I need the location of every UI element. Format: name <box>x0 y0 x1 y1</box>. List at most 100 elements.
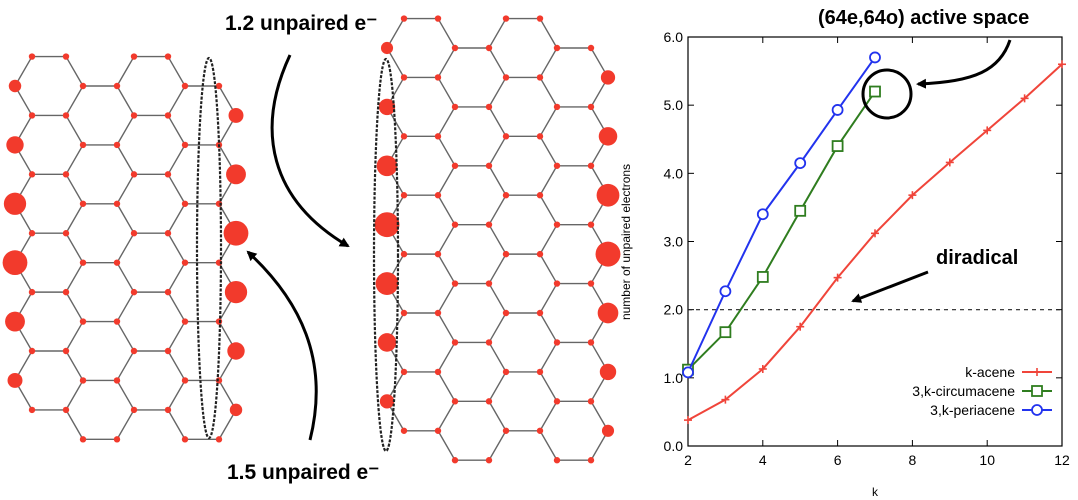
left-molecule-bond <box>65 85 84 116</box>
right-molecule-atom <box>451 457 459 464</box>
left-molecule-bond <box>167 144 186 175</box>
left-molecule-atom <box>28 347 36 355</box>
left-molecule-atom <box>181 200 189 207</box>
left-molecule-atom <box>62 112 70 119</box>
data-point <box>794 157 807 170</box>
right-molecule-atom <box>536 15 544 22</box>
legend-marker <box>1031 385 1043 397</box>
active-space-arrow <box>916 39 1012 89</box>
left-molecule-bond <box>167 85 186 116</box>
x-tick-label: 6 <box>834 452 842 468</box>
left-molecule-atom <box>228 107 244 123</box>
left-molecule-bond <box>65 262 84 293</box>
data-point <box>794 204 807 217</box>
right-molecule-atom <box>434 427 442 434</box>
right-molecule-atom <box>598 127 618 146</box>
right-molecule-atom <box>400 192 408 199</box>
right-molecule-bond <box>488 135 507 167</box>
data-point <box>719 285 732 298</box>
left-molecule-bond <box>116 350 135 381</box>
left-molecule-bond <box>65 232 84 264</box>
left-molecule-atom <box>223 220 249 246</box>
data-point <box>831 140 844 152</box>
left-molecule-bond <box>167 350 186 381</box>
right-molecule-bond <box>437 165 456 196</box>
series-3,k-circumacene <box>682 85 881 376</box>
right-molecule-atom <box>434 74 442 81</box>
legend-label: 3,k-circumacene <box>912 383 1015 399</box>
y-tick-label: 4.0 <box>664 165 684 181</box>
right-molecule-atom <box>400 250 408 258</box>
right-molecule-bond <box>437 194 456 226</box>
right-molecule-atom <box>375 272 399 295</box>
right-molecule-atom <box>400 15 408 22</box>
left-molecule-bond <box>116 232 135 264</box>
right-molecule-atom <box>451 162 459 169</box>
data-point <box>682 366 694 379</box>
left-molecule-atom <box>62 171 70 178</box>
right-molecule-bond <box>539 77 558 108</box>
data-point <box>1058 60 1066 69</box>
left-molecule-atom <box>164 347 172 355</box>
left-molecule-bond <box>65 409 84 440</box>
left-molecule-edge-ellipse <box>195 56 223 440</box>
left-molecule-bond <box>167 409 186 440</box>
right-molecule-bond <box>539 253 558 284</box>
right-molecule-atom <box>536 309 544 317</box>
left-molecule-atom <box>130 53 138 60</box>
left-molecule-bond <box>167 56 186 87</box>
left-molecule-atom <box>28 53 36 60</box>
chart: 0.0 1.0 2.0 3.0 4.0 5.0 6.0 2 4 6 8 10 12 k number o… <box>619 7 1070 499</box>
right-molecule-atom <box>601 424 615 437</box>
left-molecule-atom <box>62 406 70 414</box>
series-line <box>687 90 876 371</box>
left-molecule-atom <box>130 112 138 119</box>
right-molecule-atom <box>400 133 408 140</box>
right-molecule-bond <box>539 371 558 402</box>
right-molecule-bond <box>488 253 507 284</box>
right-molecule-atom <box>434 368 442 376</box>
left-molecule-bond <box>65 380 84 411</box>
right-molecule-bond <box>488 312 507 343</box>
right-molecule-bond <box>437 47 456 78</box>
left-molecule-atom <box>113 377 121 384</box>
left-molecule-atom <box>113 259 121 266</box>
left-molecule-atom <box>79 82 87 90</box>
left-molecule-atom <box>181 141 189 149</box>
left-molecule-atom <box>164 230 172 237</box>
left-molecule-atom <box>79 259 87 266</box>
right-molecule-edge-ellipse <box>372 57 400 453</box>
legend-label: 3,k-periacene <box>930 402 1015 418</box>
left-molecule-atom <box>130 347 138 355</box>
legend-marker <box>1031 404 1043 416</box>
right-molecule-atom <box>553 339 561 346</box>
data-point <box>831 104 844 116</box>
left-molecule-atom <box>28 406 36 414</box>
legend-marker <box>1033 368 1041 376</box>
left-molecule-atom <box>113 82 121 90</box>
right-molecule-atom <box>536 427 544 434</box>
data-point <box>871 229 879 238</box>
right-molecule-bond <box>539 165 558 196</box>
right-molecule-atom <box>485 221 493 228</box>
x-axis-label: k <box>872 485 879 499</box>
molecule-right <box>374 15 621 464</box>
left-molecule-atom <box>79 141 87 149</box>
left-molecule-atom <box>113 200 121 207</box>
data-point <box>756 271 769 283</box>
y-tick-label: 3.0 <box>664 234 684 250</box>
right-molecule-bond <box>437 77 456 108</box>
left-molecule-bond <box>167 321 186 352</box>
right-molecule-atom <box>400 74 408 81</box>
y-tick-label: 5.0 <box>664 97 684 113</box>
left-molecule-bond <box>116 144 135 175</box>
right-molecule-bond <box>539 135 558 167</box>
right-molecule-atom <box>587 162 595 169</box>
data-point <box>721 395 730 404</box>
right-molecule-atom <box>485 162 493 169</box>
right-molecule-atom <box>434 133 442 140</box>
left-molecule-bond <box>65 115 84 146</box>
right-molecule-bond <box>437 106 456 137</box>
data-point <box>908 191 917 200</box>
right-molecule-bond <box>539 47 558 78</box>
